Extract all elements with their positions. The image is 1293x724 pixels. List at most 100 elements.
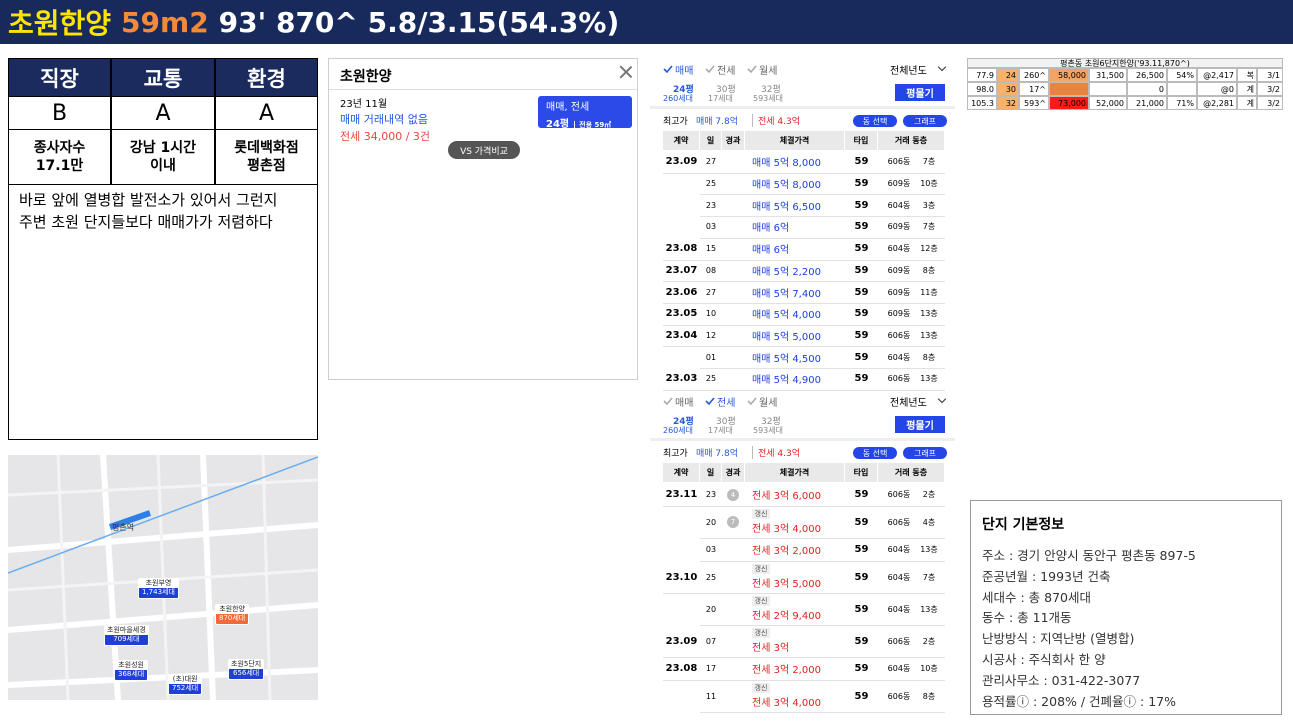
row-day: 08 <box>705 265 717 275</box>
row-dong: 606동 <box>887 330 911 340</box>
summary-cell: 3/1 <box>1257 68 1283 82</box>
row-floor: 7층 <box>922 572 936 582</box>
size-pyeong[interactable]: 32평 <box>761 85 781 95</box>
summary-cell: 3/2 <box>1257 96 1283 110</box>
column-header: 일 <box>700 131 722 150</box>
grade-detail: 강남 1시간 이내 <box>111 129 215 185</box>
map-streets <box>8 455 318 700</box>
trade-tab[interactable]: 전세 <box>717 66 736 77</box>
row-line <box>663 324 945 326</box>
filter-button[interactable]: 동 선택 <box>853 115 897 127</box>
map-marker[interactable]: 초원부영 1,743세대 <box>138 578 179 599</box>
size-button[interactable]: 평몰기 <box>895 416 945 433</box>
row-line <box>663 680 945 681</box>
row-price: 매매 5억 5,000 <box>752 331 821 343</box>
row-price-cell: 매매 5억 6,500 <box>745 194 845 216</box>
row-dong: 606동 <box>887 517 911 527</box>
row-price-cell: 매매 6억 <box>745 216 845 238</box>
grade-detail-line: 평촌점 <box>247 158 286 174</box>
row-type: 59 <box>854 308 869 320</box>
row-line <box>663 657 945 658</box>
check-icon <box>705 397 715 406</box>
row-floor: 11층 <box>920 287 938 297</box>
size-pyeong[interactable]: 30평 <box>716 85 736 95</box>
map-marker[interactable]: 초원5단지 656세대 <box>228 659 265 680</box>
row-month: 23.04 <box>665 329 698 341</box>
row-price-cell: 매매 5억 7,400 <box>745 281 845 303</box>
row-floor: 3층 <box>922 200 936 210</box>
grade-value: A <box>215 96 318 130</box>
row-price: 매매 5억 7,400 <box>752 288 821 300</box>
summary-cell: @2,281 <box>1197 96 1237 110</box>
column-header: 계약 <box>663 131 700 150</box>
check-path <box>663 397 673 406</box>
close-button[interactable] <box>618 64 634 80</box>
summary-cell: 73,000 <box>1049 96 1089 110</box>
marker-name: 초원5단지 <box>229 660 264 669</box>
note-box: 바로 앞에 열병합 발전소가 있어서 그런지 주변 초원 단지들보다 매매가가 저… <box>8 184 318 440</box>
summary-cell: 계 <box>1237 96 1257 110</box>
row-month: 23.10 <box>665 571 698 583</box>
trade-tab[interactable]: 월세 <box>759 398 778 409</box>
grade-header: 직장 <box>8 58 111 97</box>
size-pyeong[interactable]: 32평 <box>761 417 781 427</box>
column-header: 거래 동층 <box>878 131 945 150</box>
row-type: 59 <box>854 221 869 233</box>
size-dropdown[interactable]: 매매, 전세 24평 전용 59㎡ <box>538 96 632 130</box>
size-pyeong[interactable]: 30평 <box>716 417 736 427</box>
row-day: 17 <box>705 664 717 673</box>
row-badge: 7 <box>727 516 739 528</box>
summary-cell: 21,000 <box>1127 96 1167 110</box>
summary-cell: 계 <box>1237 82 1257 96</box>
row-line <box>700 368 945 369</box>
row-month: 23.08 <box>665 663 698 674</box>
period-select[interactable]: 전체년도 <box>890 398 927 409</box>
size-units: 593세대 <box>753 94 783 103</box>
column-header: 일 <box>700 463 722 482</box>
summary-cell: 24 <box>997 68 1019 82</box>
filter-button[interactable]: 그래프 <box>903 115 947 127</box>
filter-button[interactable]: 동 선택 <box>853 447 897 459</box>
row-dong: 606동 <box>887 157 911 167</box>
row-renewal: 갱신 <box>752 628 770 638</box>
max-label: 최고가 <box>663 449 688 459</box>
size-button[interactable]: 평몰기 <box>895 84 945 101</box>
trade-tab[interactable]: 월세 <box>759 66 778 77</box>
row-floor: 2층 <box>922 636 936 646</box>
popup-sale-status: 매매 거래내역 없음 <box>340 113 428 126</box>
row-day: 15 <box>705 244 717 254</box>
filter-button[interactable]: 그래프 <box>903 447 947 459</box>
row-line <box>663 172 945 174</box>
check-icon <box>747 65 757 74</box>
row-day: 23 <box>705 490 717 499</box>
row-line <box>700 216 945 218</box>
max-rent: 전세 4.3억 <box>752 446 800 459</box>
trade-tab[interactable]: 전세 <box>717 398 736 409</box>
row-price: 매매 5억 4,900 <box>752 375 821 387</box>
row-day: 25 <box>705 374 717 384</box>
row-month: 23.06 <box>665 286 698 298</box>
max-sale: 매매 7.8억 <box>696 117 739 127</box>
summary-cell: 98.0 <box>967 82 997 96</box>
row-day: 03 <box>705 545 717 554</box>
map-marker[interactable]: (초)대원 752세대 <box>168 674 203 695</box>
map-marker[interactable]: 초원마을세경 709세대 <box>104 625 149 646</box>
compare-button[interactable]: VS 가격비교 <box>448 141 520 159</box>
row-type: 59 <box>854 690 869 702</box>
trade-tab[interactable]: 매매 <box>675 398 694 409</box>
panel-divider <box>650 106 955 109</box>
map-marker[interactable]: 초원성원 368세대 <box>114 660 149 681</box>
dropdown-pyeong: 24평 <box>546 119 570 130</box>
row-dong: 604동 <box>887 352 911 362</box>
row-type: 59 <box>854 635 869 647</box>
trade-tab[interactable]: 매매 <box>675 66 694 77</box>
map-marker[interactable]: 초원한양 870세대 <box>215 604 250 625</box>
popup-title: 초원한양 <box>340 69 392 85</box>
period-select[interactable]: 전체년도 <box>890 66 927 77</box>
row-dong: 604동 <box>887 200 911 210</box>
info-line: 시공사 : 주식회사 한 양 <box>982 652 1106 667</box>
size-pyeong[interactable]: 24평 <box>673 85 694 95</box>
size-pyeong[interactable]: 24평 <box>673 417 694 427</box>
column-header: 경과 <box>722 131 745 150</box>
row-dong: 604동 <box>887 664 911 673</box>
